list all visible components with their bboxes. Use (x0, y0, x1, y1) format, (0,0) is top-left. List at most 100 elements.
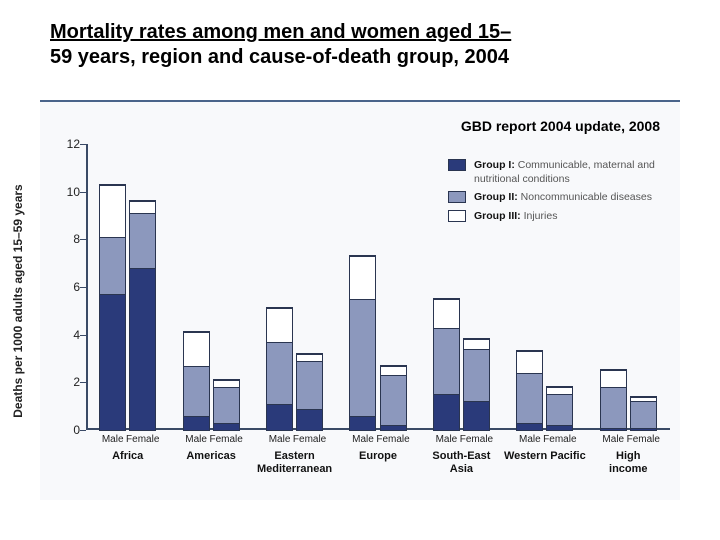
bar-segment-group3 (214, 380, 239, 387)
bar-female (631, 397, 656, 430)
bar-segment-group2 (100, 237, 125, 294)
y-tick-mark (80, 144, 86, 145)
title-line-2: 59 years, region and cause-of-death grou… (50, 46, 509, 68)
y-tick-mark (80, 430, 86, 431)
bar-segment-group1 (547, 425, 572, 430)
legend: Group I: Communicable, maternal and nutr… (448, 158, 658, 227)
bar-segment-group3 (184, 332, 209, 365)
region-label: Africa (112, 450, 143, 463)
sex-label: Male (102, 434, 124, 445)
bar-female (464, 339, 489, 430)
bar-segment-group2 (434, 328, 459, 395)
bar-segment-group3 (297, 354, 322, 361)
bar-segment-group2 (214, 387, 239, 423)
legend-swatch (448, 191, 466, 203)
region-label: High income (607, 450, 649, 475)
region-label: Europe (359, 450, 397, 463)
bar-female (130, 201, 155, 430)
sex-label: Female (627, 434, 660, 445)
bar-segment-group1 (464, 401, 489, 430)
bar-male (517, 351, 542, 430)
legend-text: Group I: Communicable, maternal and nutr… (474, 158, 658, 186)
legend-item: Group III: Injuries (448, 209, 658, 223)
region-label: Eastern Mediterranean (257, 450, 332, 475)
bar-segment-group2 (547, 394, 572, 425)
bar-segment-group1 (100, 294, 125, 430)
bar-segment-group1 (350, 416, 375, 430)
y-tick-label: 2 (56, 375, 80, 389)
legend-text: Group II: Noncommunicable diseases (474, 190, 652, 204)
source-note: GBD report 2004 update, 2008 (461, 118, 660, 134)
bar-segment-group1 (130, 268, 155, 430)
bar-female (214, 380, 239, 430)
bar-segment-group3 (547, 387, 572, 394)
sex-label: Male (269, 434, 291, 445)
y-tick-mark (80, 192, 86, 193)
sex-label: Female (293, 434, 326, 445)
y-tick-mark (80, 335, 86, 336)
sex-label: Male (519, 434, 541, 445)
bar-segment-group2 (297, 361, 322, 409)
bar-segment-group2 (350, 299, 375, 416)
sex-label: Male (185, 434, 207, 445)
legend-swatch (448, 210, 466, 222)
bar-segment-group1 (601, 428, 626, 430)
bar-female (547, 387, 572, 430)
bar-segment-group1 (517, 423, 542, 430)
bar-segment-group3 (267, 308, 292, 341)
region-label: South-East Asia (432, 450, 490, 475)
bar-segment-group1 (631, 428, 656, 430)
y-tick-label: 4 (56, 328, 80, 342)
bar-segment-group1 (184, 416, 209, 430)
bar-segment-group1 (214, 423, 239, 430)
bar-segment-group3 (464, 339, 489, 349)
bar-segment-group2 (130, 213, 155, 268)
bar-segment-group2 (464, 349, 489, 401)
y-tick-label: 10 (56, 185, 80, 199)
y-axis-label: Deaths per 1000 adults aged 15–59 years (11, 184, 25, 417)
bar-segment-group2 (381, 375, 406, 425)
bar-segment-group2 (601, 387, 626, 428)
sex-label: Female (126, 434, 159, 445)
bar-male (601, 370, 626, 430)
sex-label: Male (352, 434, 374, 445)
sex-label: Female (460, 434, 493, 445)
bar-segment-group1 (267, 404, 292, 430)
bar-segment-group3 (100, 185, 125, 237)
bar-segment-group1 (434, 394, 459, 430)
chart-container: GBD report 2004 update, 2008 Deaths per … (40, 100, 680, 500)
y-tick-label: 8 (56, 232, 80, 246)
bar-segment-group2 (631, 401, 656, 427)
bar-segment-group3 (517, 351, 542, 372)
bar-male (350, 256, 375, 430)
bar-male (100, 185, 125, 430)
title-line-1: Mortality rates among men and women aged… (50, 21, 511, 43)
bar-segment-group3 (130, 201, 155, 213)
region-label: Western Pacific (504, 450, 586, 463)
y-tick-mark (80, 287, 86, 288)
chart-title: Mortality rates among men and women aged… (50, 20, 680, 70)
bar-segment-group1 (381, 425, 406, 430)
bar-female (381, 366, 406, 430)
bar-male (184, 332, 209, 430)
bar-segment-group2 (517, 373, 542, 423)
y-tick-mark (80, 382, 86, 383)
bar-segment-group2 (267, 342, 292, 404)
region-label: Americas (186, 450, 236, 463)
sex-label: Female (376, 434, 409, 445)
legend-item: Group II: Noncommunicable diseases (448, 190, 658, 204)
legend-item: Group I: Communicable, maternal and nutr… (448, 158, 658, 186)
bar-segment-group3 (434, 299, 459, 328)
y-tick-label: 0 (56, 423, 80, 437)
bar-segment-group3 (381, 366, 406, 376)
bar-segment-group3 (350, 256, 375, 299)
bar-female (297, 354, 322, 430)
bar-segment-group2 (184, 366, 209, 416)
bar-segment-group3 (601, 370, 626, 387)
y-tick-label: 12 (56, 137, 80, 151)
legend-text: Group III: Injuries (474, 209, 557, 223)
sex-label: Male (602, 434, 624, 445)
legend-swatch (448, 159, 466, 171)
bar-segment-group1 (297, 409, 322, 430)
bar-segment-group3 (631, 397, 656, 402)
